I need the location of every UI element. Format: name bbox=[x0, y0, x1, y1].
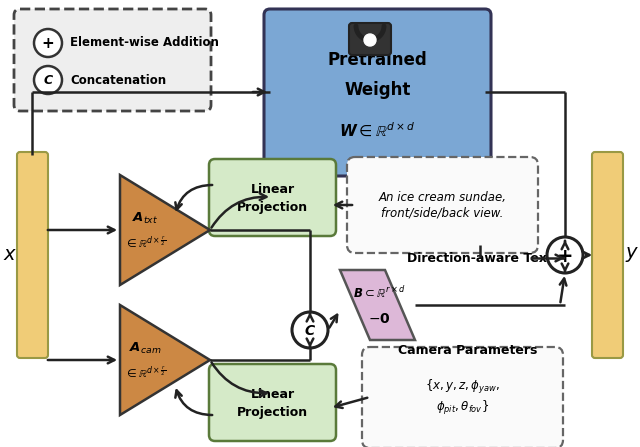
Text: Pretrained: Pretrained bbox=[328, 51, 428, 69]
FancyBboxPatch shape bbox=[362, 347, 563, 447]
Text: Element-wise Addition: Element-wise Addition bbox=[70, 37, 219, 50]
FancyBboxPatch shape bbox=[592, 152, 623, 358]
FancyBboxPatch shape bbox=[347, 157, 538, 253]
FancyBboxPatch shape bbox=[14, 9, 211, 111]
Text: $\{x, y, z, \phi_{yaw},$
$\phi_{pit}, \theta_{fov}\}$: $\{x, y, z, \phi_{yaw},$ $\phi_{pit}, \t… bbox=[425, 378, 500, 417]
Text: Linear: Linear bbox=[250, 388, 294, 401]
Text: $-\boldsymbol{0}$: $-\boldsymbol{0}$ bbox=[368, 312, 391, 326]
Text: $\boldsymbol{A}_{cam}$: $\boldsymbol{A}_{cam}$ bbox=[129, 341, 161, 355]
Text: $\boldsymbol{B} \subset \mathbb{R}^{r\times d}$: $\boldsymbol{B} \subset \mathbb{R}^{r\ti… bbox=[353, 285, 406, 301]
Polygon shape bbox=[120, 305, 210, 415]
Text: An ice cream sundae,
front/side/back view.: An ice cream sundae, front/side/back vie… bbox=[378, 191, 506, 219]
Circle shape bbox=[34, 29, 62, 57]
Text: C: C bbox=[305, 324, 315, 338]
Text: $\in\mathbb{R}^{d\times \frac{r}{2}}$: $\in\mathbb{R}^{d\times \frac{r}{2}}$ bbox=[124, 364, 166, 380]
Text: Camera Parameters: Camera Parameters bbox=[398, 343, 538, 357]
FancyBboxPatch shape bbox=[209, 159, 336, 236]
Text: +: + bbox=[557, 246, 573, 266]
Text: $x$: $x$ bbox=[3, 245, 17, 265]
Text: $\boldsymbol{W} \in \mathbb{R}^{d\times d}$: $\boldsymbol{W} \in \mathbb{R}^{d\times … bbox=[339, 121, 415, 139]
Text: C: C bbox=[44, 73, 52, 87]
Text: Linear: Linear bbox=[250, 183, 294, 196]
FancyBboxPatch shape bbox=[17, 152, 48, 358]
Polygon shape bbox=[120, 175, 210, 285]
Text: $\in\mathbb{R}^{d\times \frac{r}{2}}$: $\in\mathbb{R}^{d\times \frac{r}{2}}$ bbox=[124, 234, 166, 250]
Text: Weight: Weight bbox=[344, 81, 411, 99]
Circle shape bbox=[34, 66, 62, 94]
Text: $\boldsymbol{A}_{txt}$: $\boldsymbol{A}_{txt}$ bbox=[132, 211, 158, 226]
Text: $y$: $y$ bbox=[625, 245, 639, 265]
FancyBboxPatch shape bbox=[264, 9, 491, 176]
Text: Projection: Projection bbox=[237, 406, 308, 419]
Circle shape bbox=[364, 34, 376, 46]
Text: +: + bbox=[42, 35, 54, 51]
Text: Projection: Projection bbox=[237, 201, 308, 214]
Text: Direction-aware Text: Direction-aware Text bbox=[407, 252, 553, 265]
Circle shape bbox=[547, 237, 583, 273]
FancyBboxPatch shape bbox=[209, 364, 336, 441]
FancyBboxPatch shape bbox=[349, 23, 391, 55]
Polygon shape bbox=[340, 270, 415, 340]
Text: Concatenation: Concatenation bbox=[70, 73, 166, 87]
Circle shape bbox=[292, 312, 328, 348]
